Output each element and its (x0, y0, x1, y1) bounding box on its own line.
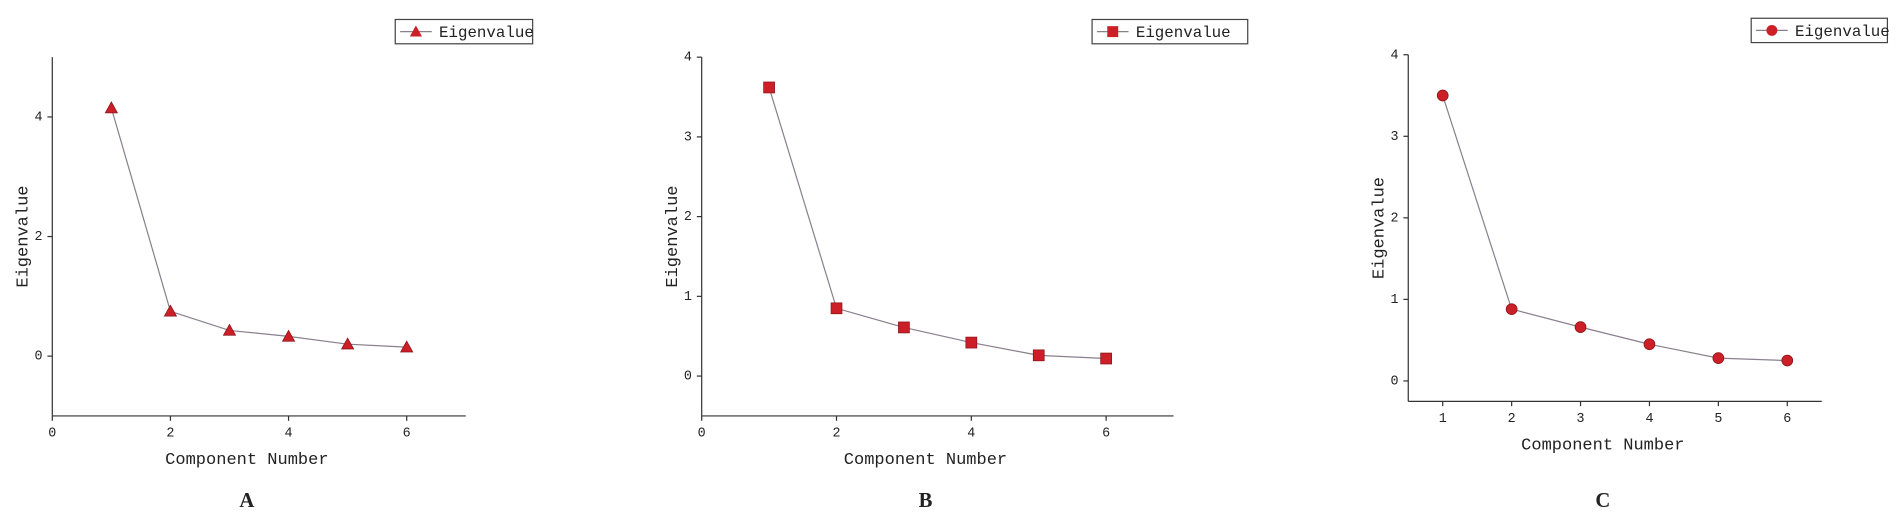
marker (898, 321, 910, 334)
y-tick-label: 1 (1390, 293, 1398, 308)
x-tick-label: 2 (166, 426, 174, 441)
x-tick-label: 6 (1102, 426, 1110, 441)
x-tick-label: 1 (1439, 412, 1447, 427)
marker (965, 336, 978, 349)
panel-label: A (239, 490, 254, 512)
marker (1712, 352, 1725, 364)
y-tick-label: 0 (1390, 374, 1398, 389)
panel-label: C (1595, 490, 1610, 512)
marker (400, 340, 414, 353)
marker (1100, 352, 1112, 365)
x-tick-label: 6 (403, 426, 411, 441)
legend-marker (409, 25, 422, 37)
marker (340, 337, 355, 350)
y-tick-label: 2 (684, 210, 692, 225)
legend-label: Eigenvalue (439, 24, 534, 42)
legend-label: Eigenvalue (1136, 24, 1231, 42)
marker (1436, 89, 1449, 102)
panel-label: B (919, 490, 933, 512)
marker (222, 323, 237, 336)
y-tick-label: 4 (1390, 48, 1398, 63)
x-tick-label: 2 (832, 426, 840, 441)
marker (763, 81, 775, 94)
y-tick-label: 3 (684, 130, 692, 145)
x-tick-label: 4 (1645, 412, 1653, 427)
y-tick-label: 4 (684, 51, 692, 66)
y-axis-label: Eigenvalue (15, 185, 34, 287)
marker (830, 302, 843, 315)
y-tick-label: 2 (35, 230, 43, 245)
y-tick-label: 4 (35, 110, 43, 125)
x-tick-label: 0 (698, 426, 706, 441)
y-tick-label: 0 (684, 370, 692, 385)
y-tick-label: 2 (1390, 211, 1398, 226)
series-line (768, 87, 1107, 360)
x-tick-label: 2 (1508, 412, 1516, 427)
legend-marker (1766, 24, 1778, 36)
x-tick-label: 0 (48, 426, 56, 441)
x-axis-label: Component Number (165, 451, 328, 470)
marker (104, 101, 119, 114)
marker (1643, 338, 1656, 351)
x-axis-label: Component Number (1521, 437, 1684, 456)
y-tick-label: 0 (35, 350, 43, 365)
x-tick-label: 6 (1783, 412, 1791, 427)
series-line (1442, 95, 1788, 362)
y-tick-label: 1 (684, 290, 692, 305)
marker (281, 329, 296, 342)
marker (1574, 321, 1587, 333)
y-axis-label: Eigenvalue (1371, 177, 1390, 279)
marker (1781, 354, 1794, 367)
legend-label: Eigenvalue (1795, 23, 1890, 41)
marker (1505, 303, 1518, 316)
marker (163, 304, 178, 317)
series-line (110, 107, 407, 348)
x-tick-label: 4 (967, 426, 975, 441)
x-tick-label: 4 (285, 426, 293, 441)
y-axis-label: Eigenvalue (664, 185, 683, 287)
marker (1032, 349, 1045, 362)
legend-marker (1107, 26, 1119, 38)
x-tick-label: 3 (1577, 412, 1585, 427)
x-axis-label: Component Number (844, 451, 1007, 470)
y-tick-label: 3 (1390, 130, 1398, 145)
x-tick-label: 5 (1714, 412, 1722, 427)
